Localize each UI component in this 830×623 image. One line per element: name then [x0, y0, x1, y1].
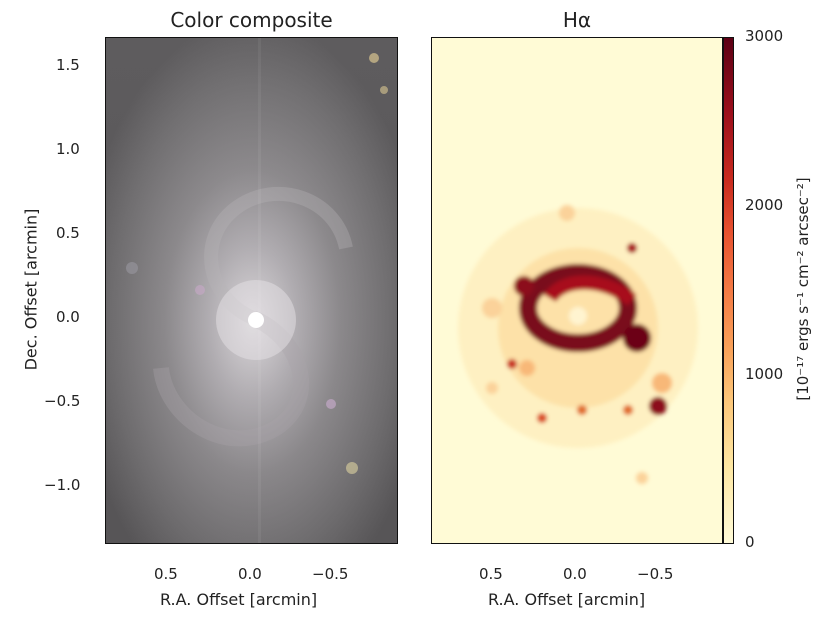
y-tick: 0.5	[56, 224, 80, 242]
x-tick: 0.0	[563, 565, 587, 583]
x-axis-label: R.A. Offset [arcmin]	[488, 590, 646, 609]
x-tick: 0.0	[238, 565, 262, 583]
right-panel-title: Hα	[562, 8, 592, 32]
halpha-map	[431, 37, 723, 544]
color-composite-image	[105, 37, 398, 544]
y-tick: −1.0	[44, 476, 81, 494]
colorbar-tick: 2000	[745, 196, 784, 214]
colorbar-tick: 3000	[745, 27, 784, 45]
y-tick: 1.0	[56, 140, 80, 158]
x-tick: −0.5	[312, 565, 349, 583]
colorbar-tick: 0	[745, 533, 755, 551]
y-tick: 0.0	[56, 308, 80, 326]
left-panel-title: Color composite	[170, 8, 333, 32]
colorbar-label: [10⁻¹⁷ ergs s⁻¹ cm⁻² arcsec⁻²]	[794, 177, 812, 401]
x-axis-label: R.A. Offset [arcmin]	[160, 590, 318, 609]
x-tick: −0.5	[637, 565, 674, 583]
colorbar-tick: 1000	[745, 365, 784, 383]
y-tick: 1.5	[56, 56, 80, 74]
colorbar	[723, 37, 734, 544]
x-tick: 0.5	[479, 565, 503, 583]
y-tick: −0.5	[44, 392, 81, 410]
x-tick: 0.5	[154, 565, 178, 583]
y-axis-label: Dec. Offset [arcmin]	[21, 208, 41, 371]
